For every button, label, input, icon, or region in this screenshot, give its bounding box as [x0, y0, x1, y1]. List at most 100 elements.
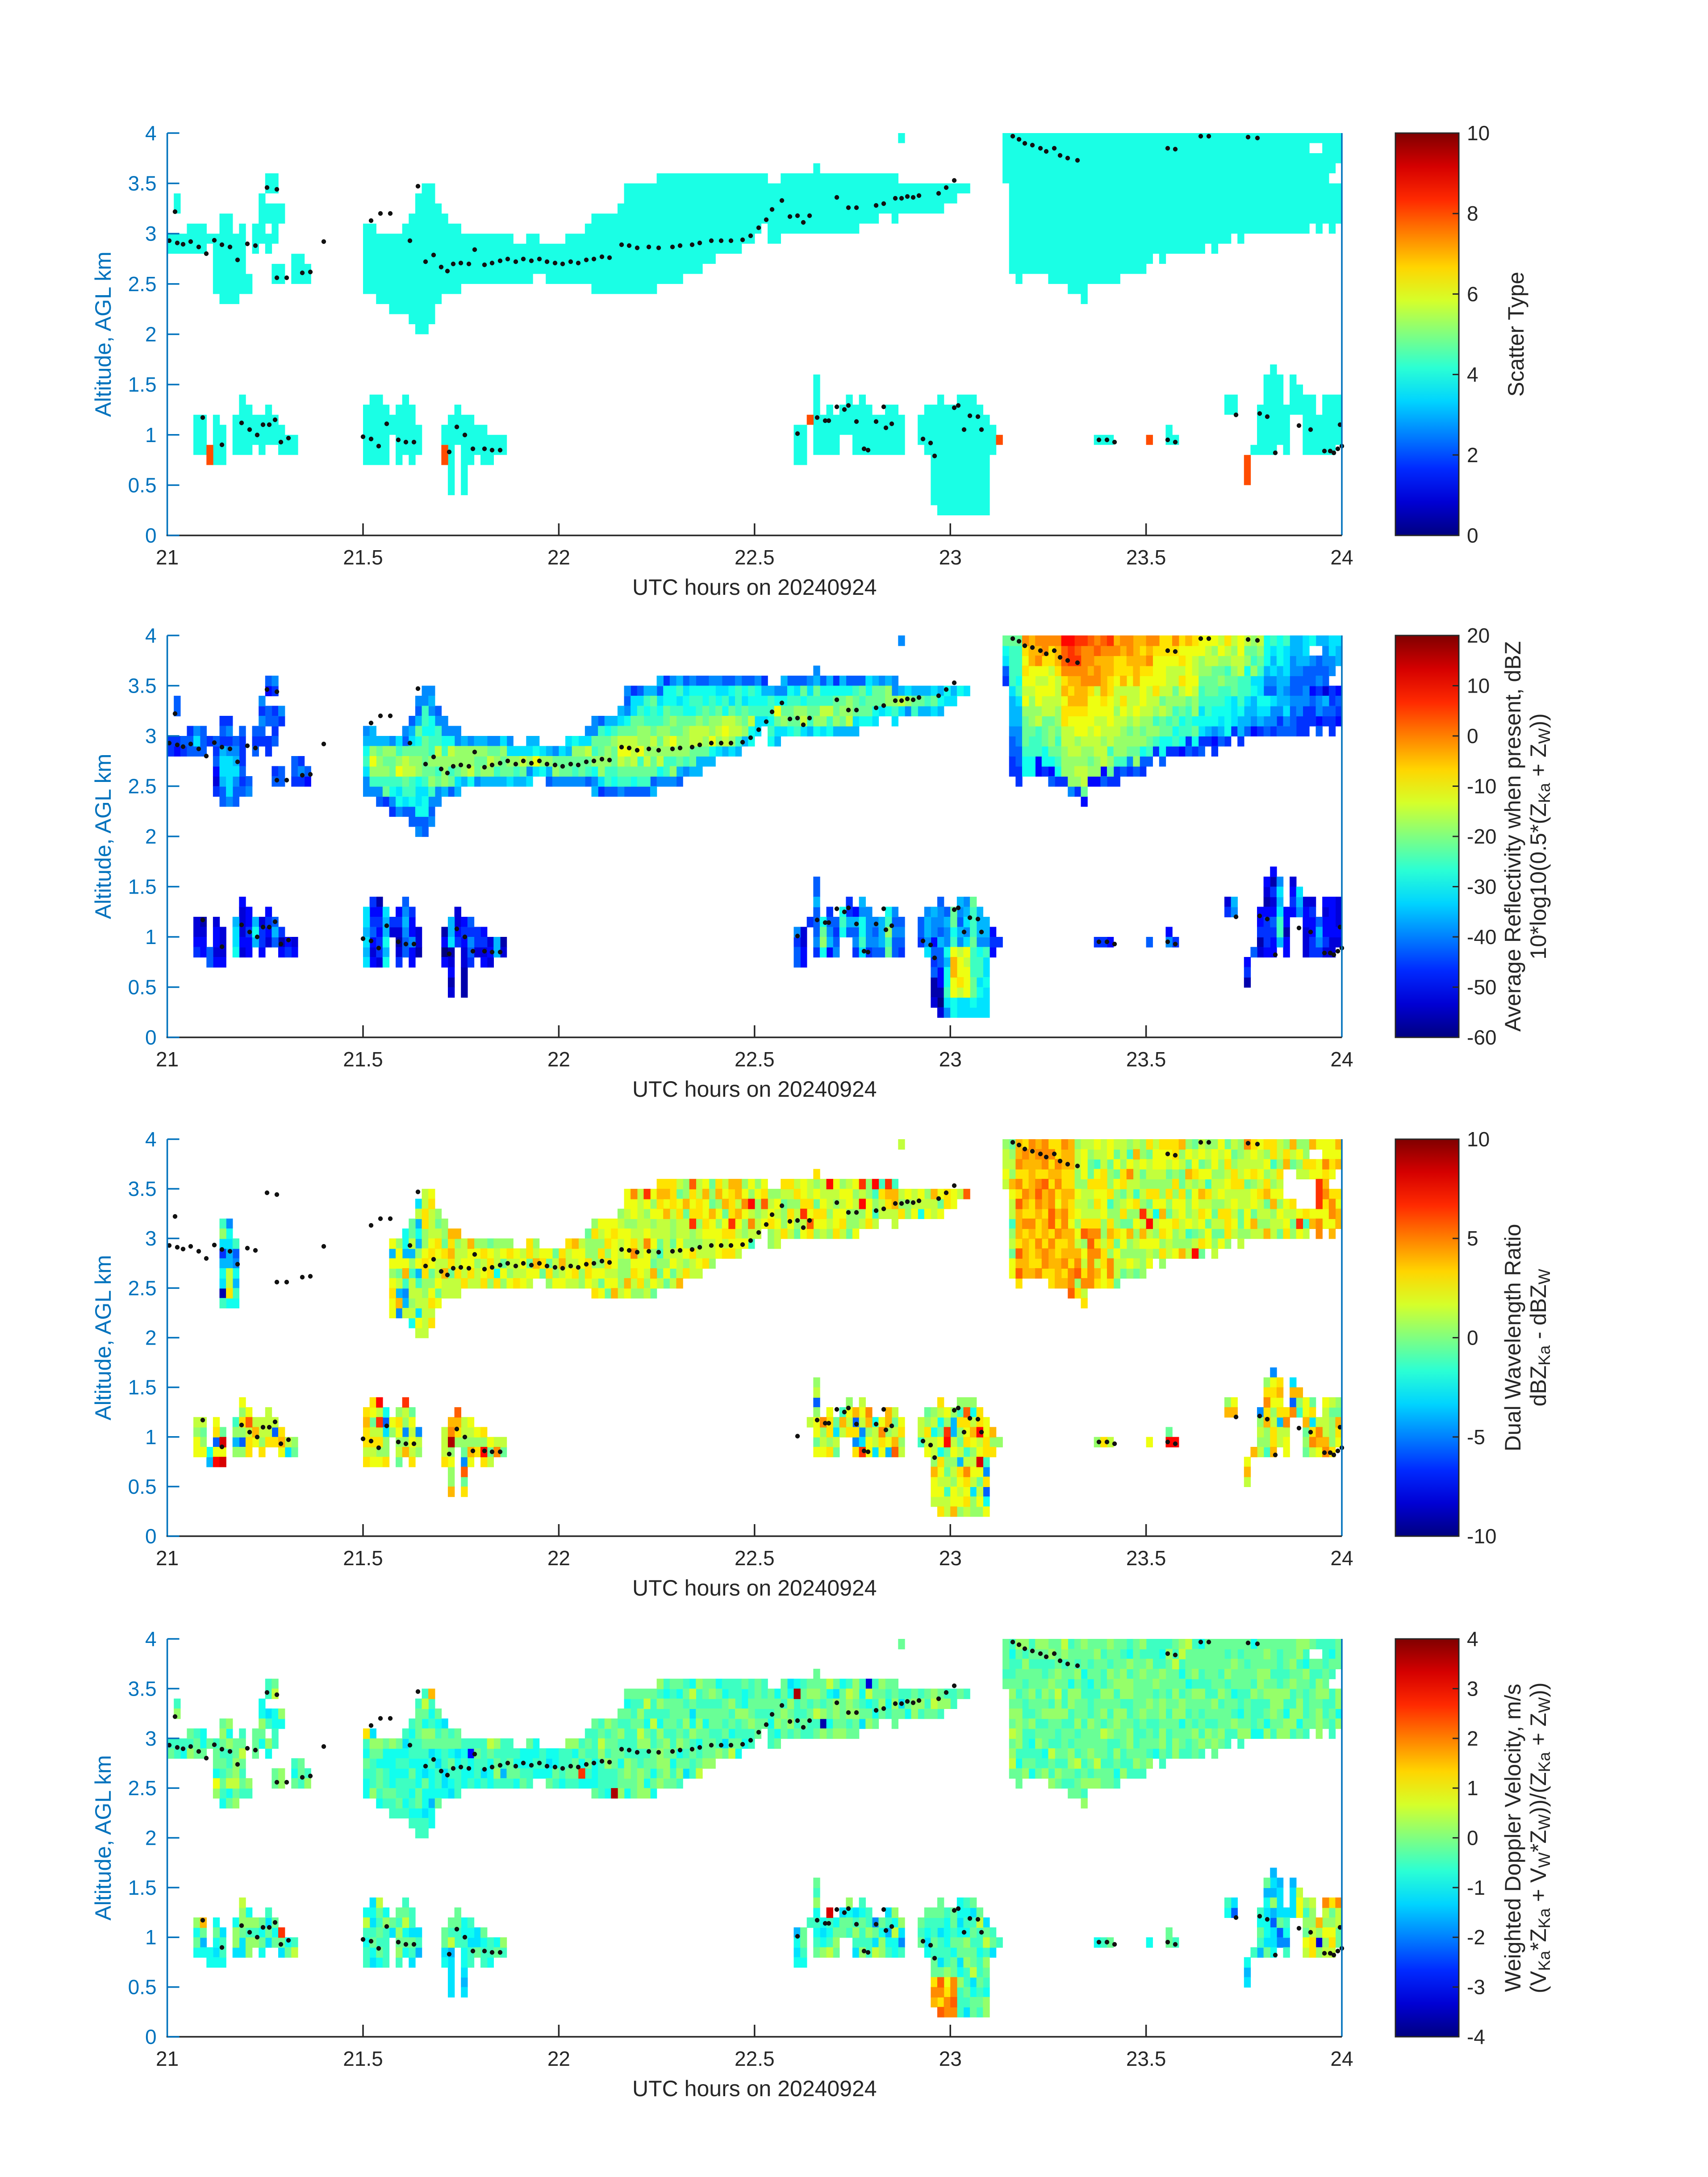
svg-text:4: 4	[145, 624, 157, 647]
svg-text:21.5: 21.5	[343, 1546, 383, 1570]
svg-text:0: 0	[1467, 724, 1478, 748]
svg-text:8: 8	[1467, 202, 1478, 225]
svg-text:10*log10(0.5*(ZKa​ + ZW​)): 10*log10(0.5*(ZKa​ + ZW​))	[1526, 713, 1553, 959]
svg-text:1.5: 1.5	[128, 875, 157, 898]
svg-text:23.5: 23.5	[1126, 2047, 1166, 2070]
svg-text:4: 4	[1467, 363, 1478, 386]
svg-text:10: 10	[1467, 121, 1490, 145]
svg-text:24: 24	[1330, 546, 1353, 569]
svg-text:23: 23	[939, 1048, 962, 1071]
svg-text:-10: -10	[1467, 775, 1496, 798]
svg-text:4: 4	[1467, 1627, 1478, 1651]
svg-text:0: 0	[145, 2025, 157, 2048]
svg-text:Altitude, AGL km: Altitude, AGL km	[91, 754, 116, 919]
svg-text:21.5: 21.5	[343, 546, 383, 569]
svg-text:24: 24	[1330, 1048, 1353, 1071]
svg-text:0.5: 0.5	[128, 976, 157, 999]
svg-text:1: 1	[145, 1926, 157, 1949]
svg-text:Scatter Type: Scatter Type	[1503, 272, 1528, 397]
svg-text:-1: -1	[1467, 1876, 1485, 1899]
svg-text:0: 0	[1467, 1826, 1478, 1850]
svg-text:21.5: 21.5	[343, 2047, 383, 2070]
svg-text:1: 1	[1467, 1776, 1478, 1800]
svg-text:1.5: 1.5	[128, 1876, 157, 1899]
svg-text:24: 24	[1330, 1546, 1353, 1570]
svg-text:UTC hours on 20240924: UTC hours on 20240924	[632, 575, 877, 600]
svg-text:21.5: 21.5	[343, 1048, 383, 1071]
svg-text:23.5: 23.5	[1126, 1048, 1166, 1071]
svg-text:3.5: 3.5	[128, 674, 157, 698]
svg-text:21: 21	[156, 546, 179, 569]
svg-text:10: 10	[1467, 674, 1490, 698]
svg-text:22.5: 22.5	[735, 1546, 775, 1570]
svg-text:0: 0	[145, 1026, 157, 1049]
svg-text:3: 3	[145, 222, 157, 245]
svg-text:2.5: 2.5	[128, 272, 157, 296]
svg-text:dBZKa​ - dBZW​: dBZKa​ - dBZW​	[1526, 1269, 1553, 1406]
svg-text:-30: -30	[1467, 875, 1496, 898]
svg-text:2: 2	[145, 1826, 157, 1850]
svg-text:Weighted Doppler Velocity, m/s: Weighted Doppler Velocity, m/s	[1500, 1684, 1525, 1992]
svg-text:0.5: 0.5	[128, 1475, 157, 1498]
svg-text:3.5: 3.5	[128, 1177, 157, 1200]
svg-text:2: 2	[145, 825, 157, 848]
svg-text:0: 0	[1467, 1326, 1478, 1350]
svg-text:1: 1	[145, 423, 157, 447]
svg-text:2: 2	[145, 1326, 157, 1350]
svg-text:0: 0	[145, 1525, 157, 1548]
svg-text:-60: -60	[1467, 1026, 1496, 1049]
svg-text:23.5: 23.5	[1126, 1546, 1166, 1570]
svg-text:23: 23	[939, 546, 962, 569]
svg-text:-3: -3	[1467, 1976, 1485, 1999]
svg-text:23: 23	[939, 1546, 962, 1570]
svg-text:(VKa​*ZKa​ + VW​*ZW​))/(ZKa​ +: (VKa​*ZKa​ + VW​*ZW​))/(ZKa​ + ZW​))	[1526, 1682, 1553, 1993]
svg-text:Dual Wavelength Ratio: Dual Wavelength Ratio	[1500, 1224, 1525, 1452]
svg-text:-5: -5	[1467, 1425, 1485, 1449]
svg-text:Altitude, AGL km: Altitude, AGL km	[91, 1255, 116, 1421]
svg-text:6: 6	[1467, 282, 1478, 305]
svg-text:1: 1	[145, 1425, 157, 1449]
svg-text:20: 20	[1467, 624, 1490, 647]
svg-text:-20: -20	[1467, 825, 1496, 848]
svg-text:-4: -4	[1467, 2025, 1485, 2048]
svg-text:4: 4	[145, 1128, 157, 1151]
svg-text:23.5: 23.5	[1126, 546, 1166, 569]
svg-text:22: 22	[547, 1048, 570, 1071]
svg-text:1: 1	[145, 925, 157, 949]
svg-text:Altitude, AGL km: Altitude, AGL km	[91, 251, 116, 417]
svg-text:UTC hours on 20240924: UTC hours on 20240924	[632, 1575, 877, 1600]
svg-text:3: 3	[1467, 1677, 1478, 1700]
svg-text:22.5: 22.5	[735, 2047, 775, 2070]
svg-text:UTC hours on 20240924: UTC hours on 20240924	[632, 2076, 877, 2101]
svg-text:2.5: 2.5	[128, 1276, 157, 1300]
svg-text:3.5: 3.5	[128, 1677, 157, 1700]
svg-text:22.5: 22.5	[735, 1048, 775, 1071]
svg-text:10: 10	[1467, 1128, 1490, 1151]
svg-text:22: 22	[547, 1546, 570, 1570]
svg-text:0.5: 0.5	[128, 473, 157, 497]
svg-text:22: 22	[547, 546, 570, 569]
svg-text:0: 0	[1467, 524, 1478, 547]
svg-text:22: 22	[547, 2047, 570, 2070]
svg-text:-10: -10	[1467, 1525, 1496, 1548]
svg-text:4: 4	[145, 121, 157, 145]
svg-text:Altitude, AGL km: Altitude, AGL km	[91, 1755, 116, 1921]
svg-text:22.5: 22.5	[735, 546, 775, 569]
svg-text:3: 3	[145, 1227, 157, 1250]
svg-text:Average Reflectivity when pres: Average Reflectivity when present, dBZ	[1500, 641, 1525, 1032]
svg-text:2: 2	[145, 323, 157, 346]
svg-text:5: 5	[1467, 1227, 1478, 1250]
svg-text:3: 3	[145, 724, 157, 748]
svg-text:3: 3	[145, 1727, 157, 1750]
svg-text:2.5: 2.5	[128, 775, 157, 798]
svg-text:UTC hours on 20240924: UTC hours on 20240924	[632, 1077, 877, 1102]
svg-text:0: 0	[145, 524, 157, 547]
svg-text:3.5: 3.5	[128, 172, 157, 195]
svg-text:1.5: 1.5	[128, 373, 157, 396]
svg-text:0.5: 0.5	[128, 1976, 157, 1999]
svg-text:21: 21	[156, 2047, 179, 2070]
svg-text:4: 4	[145, 1627, 157, 1651]
svg-text:-50: -50	[1467, 976, 1496, 999]
svg-text:23: 23	[939, 2047, 962, 2070]
svg-text:-2: -2	[1467, 1926, 1485, 1949]
